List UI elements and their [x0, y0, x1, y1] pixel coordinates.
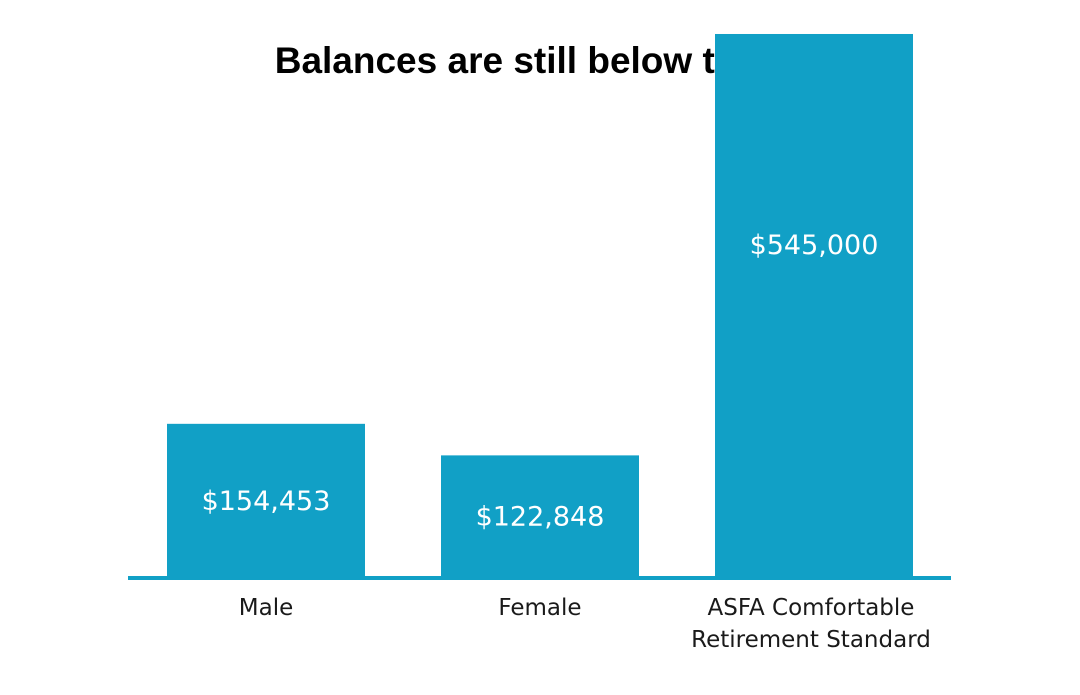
category-label-1-line-0: Female — [498, 595, 581, 621]
bar-0 — [167, 423, 365, 578]
bar-1 — [441, 455, 639, 578]
category-label-2-line-0: ASFA Comfortable — [708, 595, 915, 621]
bar-value-label-0: $154,453 — [202, 486, 331, 517]
category-label-2-line-1: Retirement Standard — [691, 627, 931, 653]
category-labels-group: Male Female ASFA Comfortable Retirement Sta… — [239, 595, 931, 653]
bars-group — [167, 33, 913, 579]
bar-2 — [715, 33, 913, 579]
category-label-0-line-0: Male — [239, 595, 293, 621]
bar-value-label-1: $122,848 — [476, 502, 605, 533]
bar-value-label-2: $545,000 — [750, 230, 879, 261]
value-labels-group: $154,453 $122,848 $545,000 — [202, 230, 879, 533]
